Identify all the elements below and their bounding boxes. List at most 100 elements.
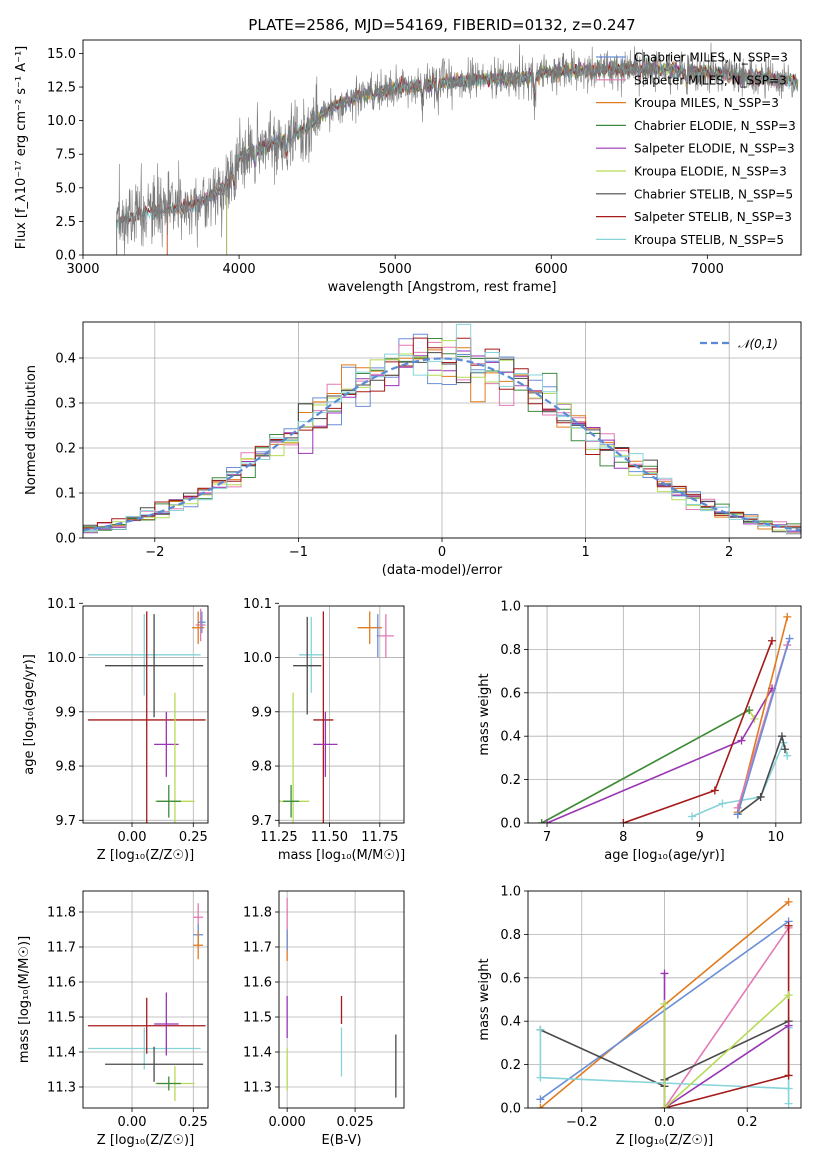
plot-area [116, 42, 799, 255]
legend-series-name: Chabrier MILES [634, 51, 725, 65]
x-axis-label: Z [log₁₀(Z/Z☉)] [97, 848, 194, 863]
chart-age_vs_mass: 11.25 11.50 11.75 9.7 9.8 9.9 10.0 10.1 mass [lo… [243, 597, 405, 863]
errorbar-point-salpeter-stelib [313, 611, 334, 823]
y-tick-label: 11.8 [47, 906, 76, 921]
gaussian-curve [83, 357, 801, 532]
chart-title: PLATE=2586, MJD=54169, FIBERID=0132, z=0… [248, 16, 635, 34]
axes-frame [278, 890, 405, 1109]
series-line-salpeter-elodie [226, 60, 799, 255]
y-tick-label: 0.4 [55, 352, 76, 367]
weight-line [546, 688, 773, 823]
weight-marker [745, 706, 754, 715]
x-tick-label: 6000 [535, 262, 568, 277]
weight-marker [784, 991, 793, 1000]
y-tick-label: 5.0 [55, 181, 76, 196]
x-axis-label: Z [log₁₀(Z/Z☉)] [616, 1133, 713, 1148]
weight-marker [783, 751, 792, 760]
y-tick-label: 7.5 [55, 148, 76, 163]
x-tick-label: 4000 [223, 262, 256, 277]
plot-area [279, 606, 404, 823]
weight-marker [710, 786, 719, 795]
y-tick-label: 0.1 [55, 487, 76, 502]
x-axis-label: mass [log₁₀(M/M☉)] [278, 848, 405, 863]
weight-series-salpeter-stelib [619, 636, 777, 823]
weight-marker [784, 1071, 793, 1080]
y-tick-label: 0.0 [500, 817, 521, 832]
errorbar-point-chabrier-stelib [293, 616, 322, 715]
legend-series-name: Salpeter MILES [634, 73, 724, 87]
x-tick-label: 10 [768, 830, 785, 845]
grid [83, 606, 208, 823]
y-tick-label: 0.2 [500, 1058, 521, 1073]
x-tick-label: 5000 [379, 262, 412, 277]
series-line-kroupa-elodie [226, 61, 799, 255]
weight-marker [536, 1095, 545, 1104]
y-tick-label: 11.7 [243, 941, 272, 956]
legend-nssp: N_SSP=5 [738, 187, 793, 201]
x-tick-label: 0.000 [269, 1115, 306, 1130]
errorbar-point-chabrier-miles [198, 611, 206, 634]
weight-series-chabrier-miles [733, 634, 794, 819]
y-tick-label: 10.0 [47, 114, 76, 129]
errorbar-point-kroupa-stelib [87, 614, 201, 696]
x-tick-label: 7 [543, 830, 551, 845]
legend-entry: Salpeter MILES, N_SSP=3 [634, 73, 787, 87]
y-tick-label: 11.7 [47, 941, 76, 956]
marks [286, 898, 397, 1098]
errorbar-point-kroupa-stelib [87, 1027, 201, 1070]
weight-marker [660, 999, 669, 1008]
legend-entry: Chabrier MILES, N_SSP=3 [634, 51, 788, 65]
y-tick-label: 9.9 [55, 705, 76, 720]
x-tick-label: 0.25 [179, 830, 208, 845]
legend-series-name: Kroupa STELIB [634, 233, 721, 247]
x-tick-label: 7000 [691, 262, 724, 277]
x-tick-label: −2 [145, 545, 164, 560]
y-axis-label: mass weight [477, 673, 492, 755]
weight-series-kroupa-elodie [537, 706, 759, 823]
x-axis-label: (data-model)/error [382, 563, 503, 578]
legend-entry: Chabrier STELIB, N_SSP=5 [634, 187, 793, 201]
legend-series-name: Kroupa ELODIE [634, 165, 724, 179]
y-axis-label: mass [log₁₀(M/M☉)] [17, 936, 32, 1063]
x-tick-label: 0.00 [118, 1115, 147, 1130]
y-tick-label: 0.0 [55, 532, 76, 547]
weight-line [663, 994, 790, 1108]
y-tick-label: 10.0 [47, 651, 76, 666]
y-tick-label: 0.8 [500, 643, 521, 658]
x-tick-label: 0.025 [336, 1115, 373, 1130]
x-tick-label: 0.2 [737, 1115, 758, 1130]
y-axis-label: mass weight [477, 958, 492, 1040]
chart-spectrum: 3000 4000 5000 6000 7000 0.0 2.5 5.0 7.5 10.0 12.5… [14, 16, 802, 295]
marks [83, 323, 801, 535]
histogram-salpeter-stelib [83, 337, 801, 529]
plot-area [83, 891, 208, 1108]
y-tick-label: 0.0 [55, 249, 76, 264]
weight-line [541, 709, 750, 823]
marks [279, 611, 394, 823]
weight-marker [777, 732, 786, 741]
legend-nssp: N_SSP=5 [729, 233, 784, 247]
weight-line [663, 927, 790, 1108]
y-tick-label: 0.4 [500, 730, 521, 745]
x-axis-label: E(B-V) [321, 1133, 361, 1148]
y-tick-label: 0.0 [500, 1102, 521, 1117]
x-tick-label: 3000 [66, 262, 99, 277]
legend-series-name: Chabrier STELIB [634, 187, 730, 201]
weight-marker [660, 969, 669, 978]
y-tick-label: 15.0 [47, 47, 76, 62]
legend: Chabrier MILES, N_SSP=3 Salpeter MILES, N… [596, 51, 796, 247]
y-tick-label: 11.5 [243, 1011, 272, 1026]
y-tick-label: 9.7 [251, 814, 272, 829]
weight-marker [780, 745, 789, 754]
errorbar-point-chabrier-elodie [156, 785, 182, 818]
errorbar-point-kroupa-stelib [299, 616, 324, 693]
legend-entry: Kroupa MILES, N_SSP=3 [634, 96, 779, 110]
histogram-kroupa-elodie [83, 340, 801, 533]
errorbar-point-chabrier-elodie [156, 1076, 182, 1091]
legend-series-name: Chabrier ELODIE [634, 119, 733, 133]
weight-marker [784, 1084, 793, 1093]
weight-marker [737, 736, 746, 745]
series-line-salpeter-stelib [116, 61, 798, 255]
plot-area [528, 891, 801, 1108]
series-line-kroupa-miles [166, 59, 799, 255]
